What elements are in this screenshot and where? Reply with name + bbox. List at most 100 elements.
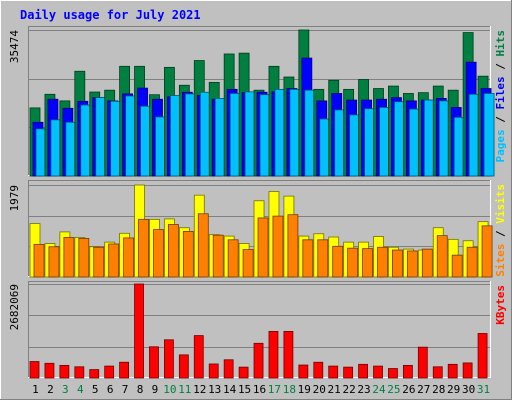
x-tick-label: 11 bbox=[178, 383, 191, 396]
bar-pages bbox=[334, 109, 346, 177]
panel-visits-sites: 1979 Sites / Visits bbox=[8, 180, 507, 278]
bar-pages bbox=[229, 93, 241, 177]
bar-kbytes bbox=[44, 362, 55, 379]
x-tick-label: 16 bbox=[253, 383, 266, 396]
bar-sites bbox=[451, 254, 463, 278]
bar-pages bbox=[140, 105, 151, 177]
x-tick-label: 28 bbox=[432, 383, 445, 396]
bar-sites bbox=[392, 249, 403, 278]
legend-separator: / bbox=[494, 110, 507, 130]
bar-kbytes bbox=[193, 335, 204, 379]
bar-sites bbox=[272, 215, 284, 278]
bar-pages bbox=[50, 119, 62, 177]
bar-sites bbox=[48, 246, 60, 278]
x-tick-label: 1 bbox=[32, 383, 39, 396]
bar-pages bbox=[468, 93, 480, 177]
legend-hits: Hits bbox=[494, 30, 507, 57]
y-max-label: 1979 bbox=[8, 185, 21, 212]
x-tick-label: 13 bbox=[208, 383, 221, 396]
x-tick-label: 19 bbox=[298, 383, 311, 396]
bar-pages bbox=[170, 95, 181, 177]
bar-sites bbox=[168, 224, 179, 278]
x-tick-label: 20 bbox=[313, 383, 326, 396]
bar-kbytes bbox=[89, 369, 100, 379]
axis-legend: KBytes bbox=[494, 285, 507, 325]
bar-pages bbox=[125, 95, 137, 177]
bar-pages bbox=[95, 97, 107, 177]
bar-pages bbox=[423, 99, 435, 177]
bar-kbytes bbox=[477, 333, 488, 379]
bar-pages bbox=[364, 108, 375, 177]
bars bbox=[29, 184, 493, 278]
bar-pages bbox=[274, 88, 286, 177]
bar-pages bbox=[289, 88, 301, 177]
y-max-label: 35474 bbox=[8, 30, 21, 63]
bar-kbytes bbox=[149, 346, 159, 379]
bar-kbytes bbox=[358, 363, 368, 379]
bar-kbytes bbox=[223, 359, 234, 379]
bar-sites bbox=[332, 245, 344, 278]
legend-separator: / bbox=[494, 224, 507, 244]
bar-sites bbox=[347, 247, 359, 278]
bar-kbytes bbox=[447, 363, 458, 379]
bar-sites bbox=[197, 213, 209, 278]
x-tick-label: 8 bbox=[137, 383, 144, 396]
x-tick-label: 30 bbox=[462, 383, 475, 396]
axis-legend: Sites / Visits bbox=[494, 184, 507, 277]
bar-sites bbox=[33, 244, 45, 278]
bar-sites bbox=[153, 229, 164, 278]
bar-kbytes bbox=[253, 342, 264, 379]
bar-sites bbox=[78, 238, 90, 278]
bar-sites bbox=[287, 214, 299, 278]
bar-pages bbox=[379, 107, 390, 177]
bar-pages bbox=[155, 116, 166, 177]
bar-pages bbox=[35, 128, 47, 177]
bar-pages bbox=[259, 94, 271, 177]
axis-legend: Pages / Files / Hits bbox=[494, 30, 507, 163]
bar-sites bbox=[257, 217, 269, 278]
bar-sites bbox=[466, 246, 478, 278]
bar-pages bbox=[80, 104, 92, 177]
x-tick-label: 3 bbox=[62, 383, 69, 396]
bar-kbytes bbox=[104, 365, 115, 379]
bar-kbytes bbox=[373, 365, 383, 379]
bar-kbytes bbox=[298, 364, 309, 379]
bar-sites bbox=[108, 243, 120, 278]
bar-sites bbox=[362, 248, 373, 278]
x-tick-label: 21 bbox=[328, 383, 341, 396]
bar-sites bbox=[436, 235, 448, 278]
x-tick-label: 27 bbox=[417, 383, 430, 396]
bar-pages bbox=[349, 114, 361, 177]
bar-sites bbox=[212, 234, 224, 278]
bar-pages bbox=[394, 101, 405, 177]
x-tick-label: 7 bbox=[122, 383, 129, 396]
bar-pages bbox=[319, 118, 331, 177]
bar-pages bbox=[65, 121, 77, 177]
bar-sites bbox=[63, 237, 75, 278]
bar-pages bbox=[483, 93, 495, 177]
bar-sites bbox=[421, 248, 433, 278]
chart-title: Daily usage for July 2021 bbox=[20, 8, 201, 22]
bar-kbytes bbox=[432, 366, 443, 379]
bar-pages bbox=[438, 100, 450, 177]
bar-kbytes bbox=[74, 366, 85, 379]
bar-kbytes bbox=[462, 362, 473, 379]
bar-kbytes bbox=[283, 330, 294, 379]
bar-sites bbox=[242, 249, 254, 278]
bar-kbytes bbox=[119, 361, 130, 379]
bar-sites bbox=[227, 239, 239, 278]
bar-kbytes bbox=[238, 366, 249, 379]
x-tick-label: 31 bbox=[477, 383, 490, 396]
bar-kbytes bbox=[208, 363, 219, 379]
legend-visits: Visits bbox=[494, 184, 507, 224]
bar-kbytes bbox=[268, 330, 279, 379]
panel-hits-files-pages: 35474 Pages / Files / Hits bbox=[8, 26, 507, 177]
bar-kbytes bbox=[59, 364, 70, 379]
x-tick-label: 22 bbox=[342, 383, 355, 396]
bar-pages bbox=[184, 93, 196, 177]
legend-separator: / bbox=[494, 57, 507, 77]
legend-files: Files bbox=[494, 76, 507, 109]
bar-pages bbox=[214, 98, 226, 177]
x-tick-label: 10 bbox=[163, 383, 176, 396]
